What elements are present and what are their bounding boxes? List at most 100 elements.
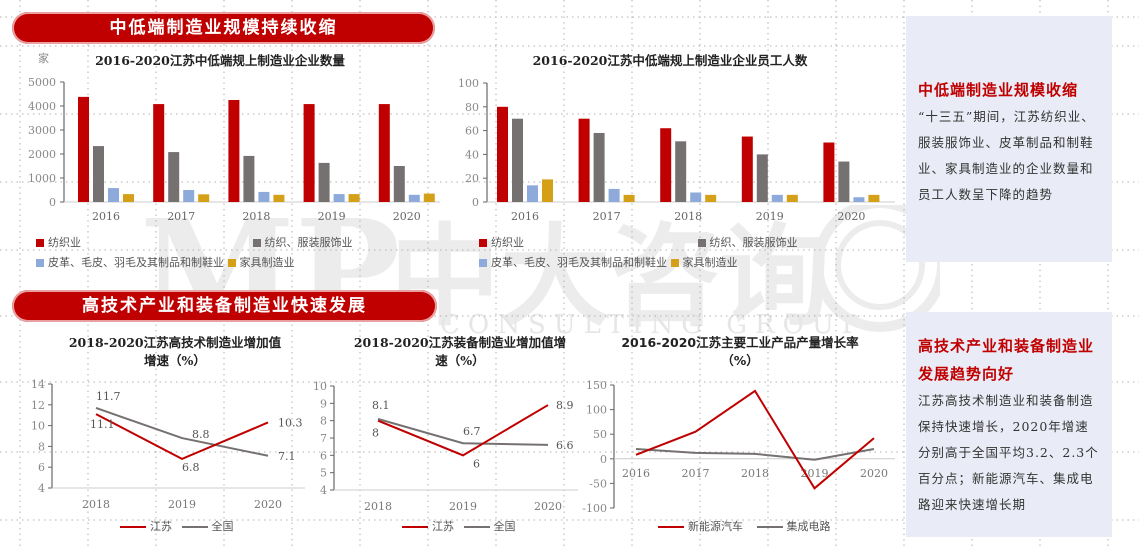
- svg-text:2016: 2016: [511, 210, 539, 223]
- svg-text:2019: 2019: [756, 210, 784, 223]
- svg-text:2019: 2019: [168, 498, 196, 511]
- chart-product-output-growth: 2016-2020江苏主要工业产品产量增长率 （%） -100 -50 0 50 100…: [570, 328, 900, 543]
- svg-text:6: 6: [38, 461, 45, 474]
- svg-text:12: 12: [31, 399, 45, 412]
- svg-text:2017: 2017: [593, 210, 621, 223]
- svg-text:5000: 5000: [28, 76, 56, 89]
- svg-text:6: 6: [473, 457, 480, 470]
- svg-text:2018: 2018: [242, 210, 270, 223]
- svg-text:8: 8: [372, 427, 379, 440]
- chart-title: 2018-2020江苏高技术制造业增加值 增速（%）: [68, 335, 282, 368]
- svg-text:0: 0: [49, 196, 56, 209]
- svg-text:6.8: 6.8: [182, 461, 200, 474]
- svg-text:11.1: 11.1: [90, 418, 115, 431]
- svg-text:9: 9: [320, 397, 327, 410]
- svg-text:-50: -50: [589, 477, 607, 490]
- line-chart-plot: 4 6 8 10 12 14 2018 2019 2020 11.7 11.1 8.8 6.8 10.3 7…: [31, 378, 305, 511]
- bar-chart-plot: 0 20 40 60 80 100 2016 2017 2018 2019 2020: [458, 77, 895, 223]
- section-banner-bottom: 高技术产业和装备制造业快速发展: [12, 290, 437, 322]
- svg-text:1000: 1000: [28, 172, 56, 185]
- svg-text:8.1: 8.1: [372, 399, 390, 412]
- svg-text:2018: 2018: [364, 500, 392, 513]
- svg-text:10.3: 10.3: [278, 416, 303, 429]
- svg-text:2020: 2020: [837, 210, 865, 223]
- svg-text:60: 60: [465, 125, 479, 138]
- svg-text:2020: 2020: [254, 498, 282, 511]
- side-panel-low-end: 中低端制造业规模收缩 “十三五”期间，江苏纺织业、服装服饰业、皮革制品和制鞋业、…: [906, 16, 1112, 262]
- legend-item: 全国: [463, 520, 516, 533]
- svg-text:4: 4: [38, 482, 45, 495]
- chart-title: 2016-2020江苏中低端规上制造业企业数量: [95, 53, 345, 68]
- svg-text:8.8: 8.8: [192, 428, 210, 441]
- chart-employee-count: 2016-2020江苏中低端规上制造业企业员工人数 0 20 40 60 80 100 20…: [445, 46, 900, 276]
- side-panel-text: “十三五”期间，江苏纺织业、服装服饰业、皮革制品和制鞋业、家具制造业的企业数量和…: [918, 109, 1095, 202]
- legend-item: 纺织、服装服饰业: [252, 236, 353, 249]
- chart-legend-row2: 皮革、毛皮、羽毛及其制品和制鞋业 家具制造业: [479, 254, 738, 270]
- svg-text:80: 80: [465, 101, 479, 114]
- svg-text:11.7: 11.7: [96, 390, 121, 403]
- side-panel-high-tech: 高技术产业和装备制造业发展趋势向好 江苏高技术制造业和装备制造保持快速增长，20…: [906, 312, 1112, 537]
- svg-text:-100: -100: [582, 502, 607, 515]
- svg-text:2017: 2017: [167, 210, 195, 223]
- legend-item: 家具制造业: [227, 256, 295, 269]
- legend-item: 纺织、服装服饰业: [697, 236, 798, 249]
- svg-text:3000: 3000: [28, 124, 56, 137]
- legend-item: 纺织业: [479, 236, 524, 249]
- chart-title: 2016-2020江苏中低端规上制造业企业员工人数: [532, 53, 808, 68]
- svg-text:6: 6: [320, 449, 327, 462]
- chart-title: 2018-2020江苏装备制造业增加值增 速（%）: [353, 335, 567, 368]
- legend-item: 纺织业: [36, 236, 81, 249]
- svg-text:150: 150: [586, 379, 607, 392]
- svg-text:100: 100: [586, 404, 607, 417]
- y-unit-label: 家: [38, 51, 49, 65]
- chart-legend-row2: 皮革、毛皮、羽毛及其制品和制鞋业 家具制造业: [36, 254, 295, 270]
- svg-text:4: 4: [320, 484, 327, 497]
- section-banner-top: 中低端制造业规模持续收缩: [12, 12, 435, 44]
- svg-text:8.9: 8.9: [556, 399, 574, 412]
- chart-enterprise-count: 2016-2020江苏中低端规上制造业企业数量 家 0 1000 2000 3000 4…: [0, 46, 450, 276]
- legend-item: 新能源汽车: [658, 520, 743, 533]
- svg-text:6.6: 6.6: [556, 439, 574, 452]
- side-panel-text: 江苏高技术制造业和装备制造保持快速增长，2020年增速分别高于全国平均3.2、2…: [918, 393, 1099, 512]
- svg-text:2018: 2018: [674, 210, 702, 223]
- chart-legend: 江苏 全国: [120, 518, 234, 534]
- svg-text:14: 14: [31, 378, 45, 391]
- line-chart-plot: 4 5 6 7 8 9 10 2018 2019 2020 8.1 8 6.7 6 8.9 6.6: [313, 380, 578, 513]
- svg-text:8: 8: [320, 415, 327, 428]
- svg-text:2019: 2019: [449, 500, 477, 513]
- side-panel-title: 中低端制造业规模收缩: [918, 81, 1079, 99]
- svg-text:40: 40: [465, 148, 479, 161]
- svg-text:2020: 2020: [534, 500, 562, 513]
- svg-text:2016: 2016: [622, 467, 650, 480]
- svg-text:2016: 2016: [92, 210, 120, 223]
- chart-legend: 新能源汽车 集成电路: [658, 518, 831, 534]
- svg-text:10: 10: [313, 380, 327, 393]
- svg-text:50: 50: [593, 428, 607, 441]
- svg-text:2018: 2018: [82, 498, 110, 511]
- svg-text:7.1: 7.1: [278, 450, 296, 463]
- chart-equipment-growth: 2018-2020江苏装备制造业增加值增 速（%） 4 5 6 7 8 9 10 2018 20…: [300, 328, 585, 543]
- legend-item: 皮革、毛皮、羽毛及其制品和制鞋业: [36, 256, 224, 269]
- svg-text:0: 0: [600, 453, 607, 466]
- svg-text:6.7: 6.7: [463, 425, 481, 438]
- svg-text:10: 10: [31, 420, 45, 433]
- legend-item: 江苏: [120, 520, 172, 533]
- svg-text:2018: 2018: [741, 467, 769, 480]
- svg-text:5: 5: [320, 467, 327, 480]
- svg-text:4000: 4000: [28, 100, 56, 113]
- chart-high-tech-growth: 2018-2020江苏高技术制造业增加值 增速（%） 4 6 8 10 12 14 2018…: [0, 328, 310, 543]
- svg-text:2019: 2019: [318, 210, 346, 223]
- legend-item: 皮革、毛皮、羽毛及其制品和制鞋业: [479, 256, 667, 269]
- svg-text:8: 8: [38, 440, 45, 453]
- svg-text:100: 100: [458, 77, 479, 90]
- side-panel-title: 高技术产业和装备制造业发展趋势向好: [918, 337, 1095, 383]
- svg-text:2017: 2017: [682, 467, 710, 480]
- legend-item: 江苏: [402, 520, 454, 533]
- svg-text:20: 20: [465, 172, 479, 185]
- svg-text:2020: 2020: [860, 467, 888, 480]
- chart-legend: 纺织业 纺织、服装服饰业: [36, 234, 353, 250]
- chart-title: 2016-2020江苏主要工业产品产量增长率 （%）: [621, 335, 859, 368]
- svg-text:0: 0: [472, 196, 479, 209]
- legend-item: 家具制造业: [670, 256, 738, 269]
